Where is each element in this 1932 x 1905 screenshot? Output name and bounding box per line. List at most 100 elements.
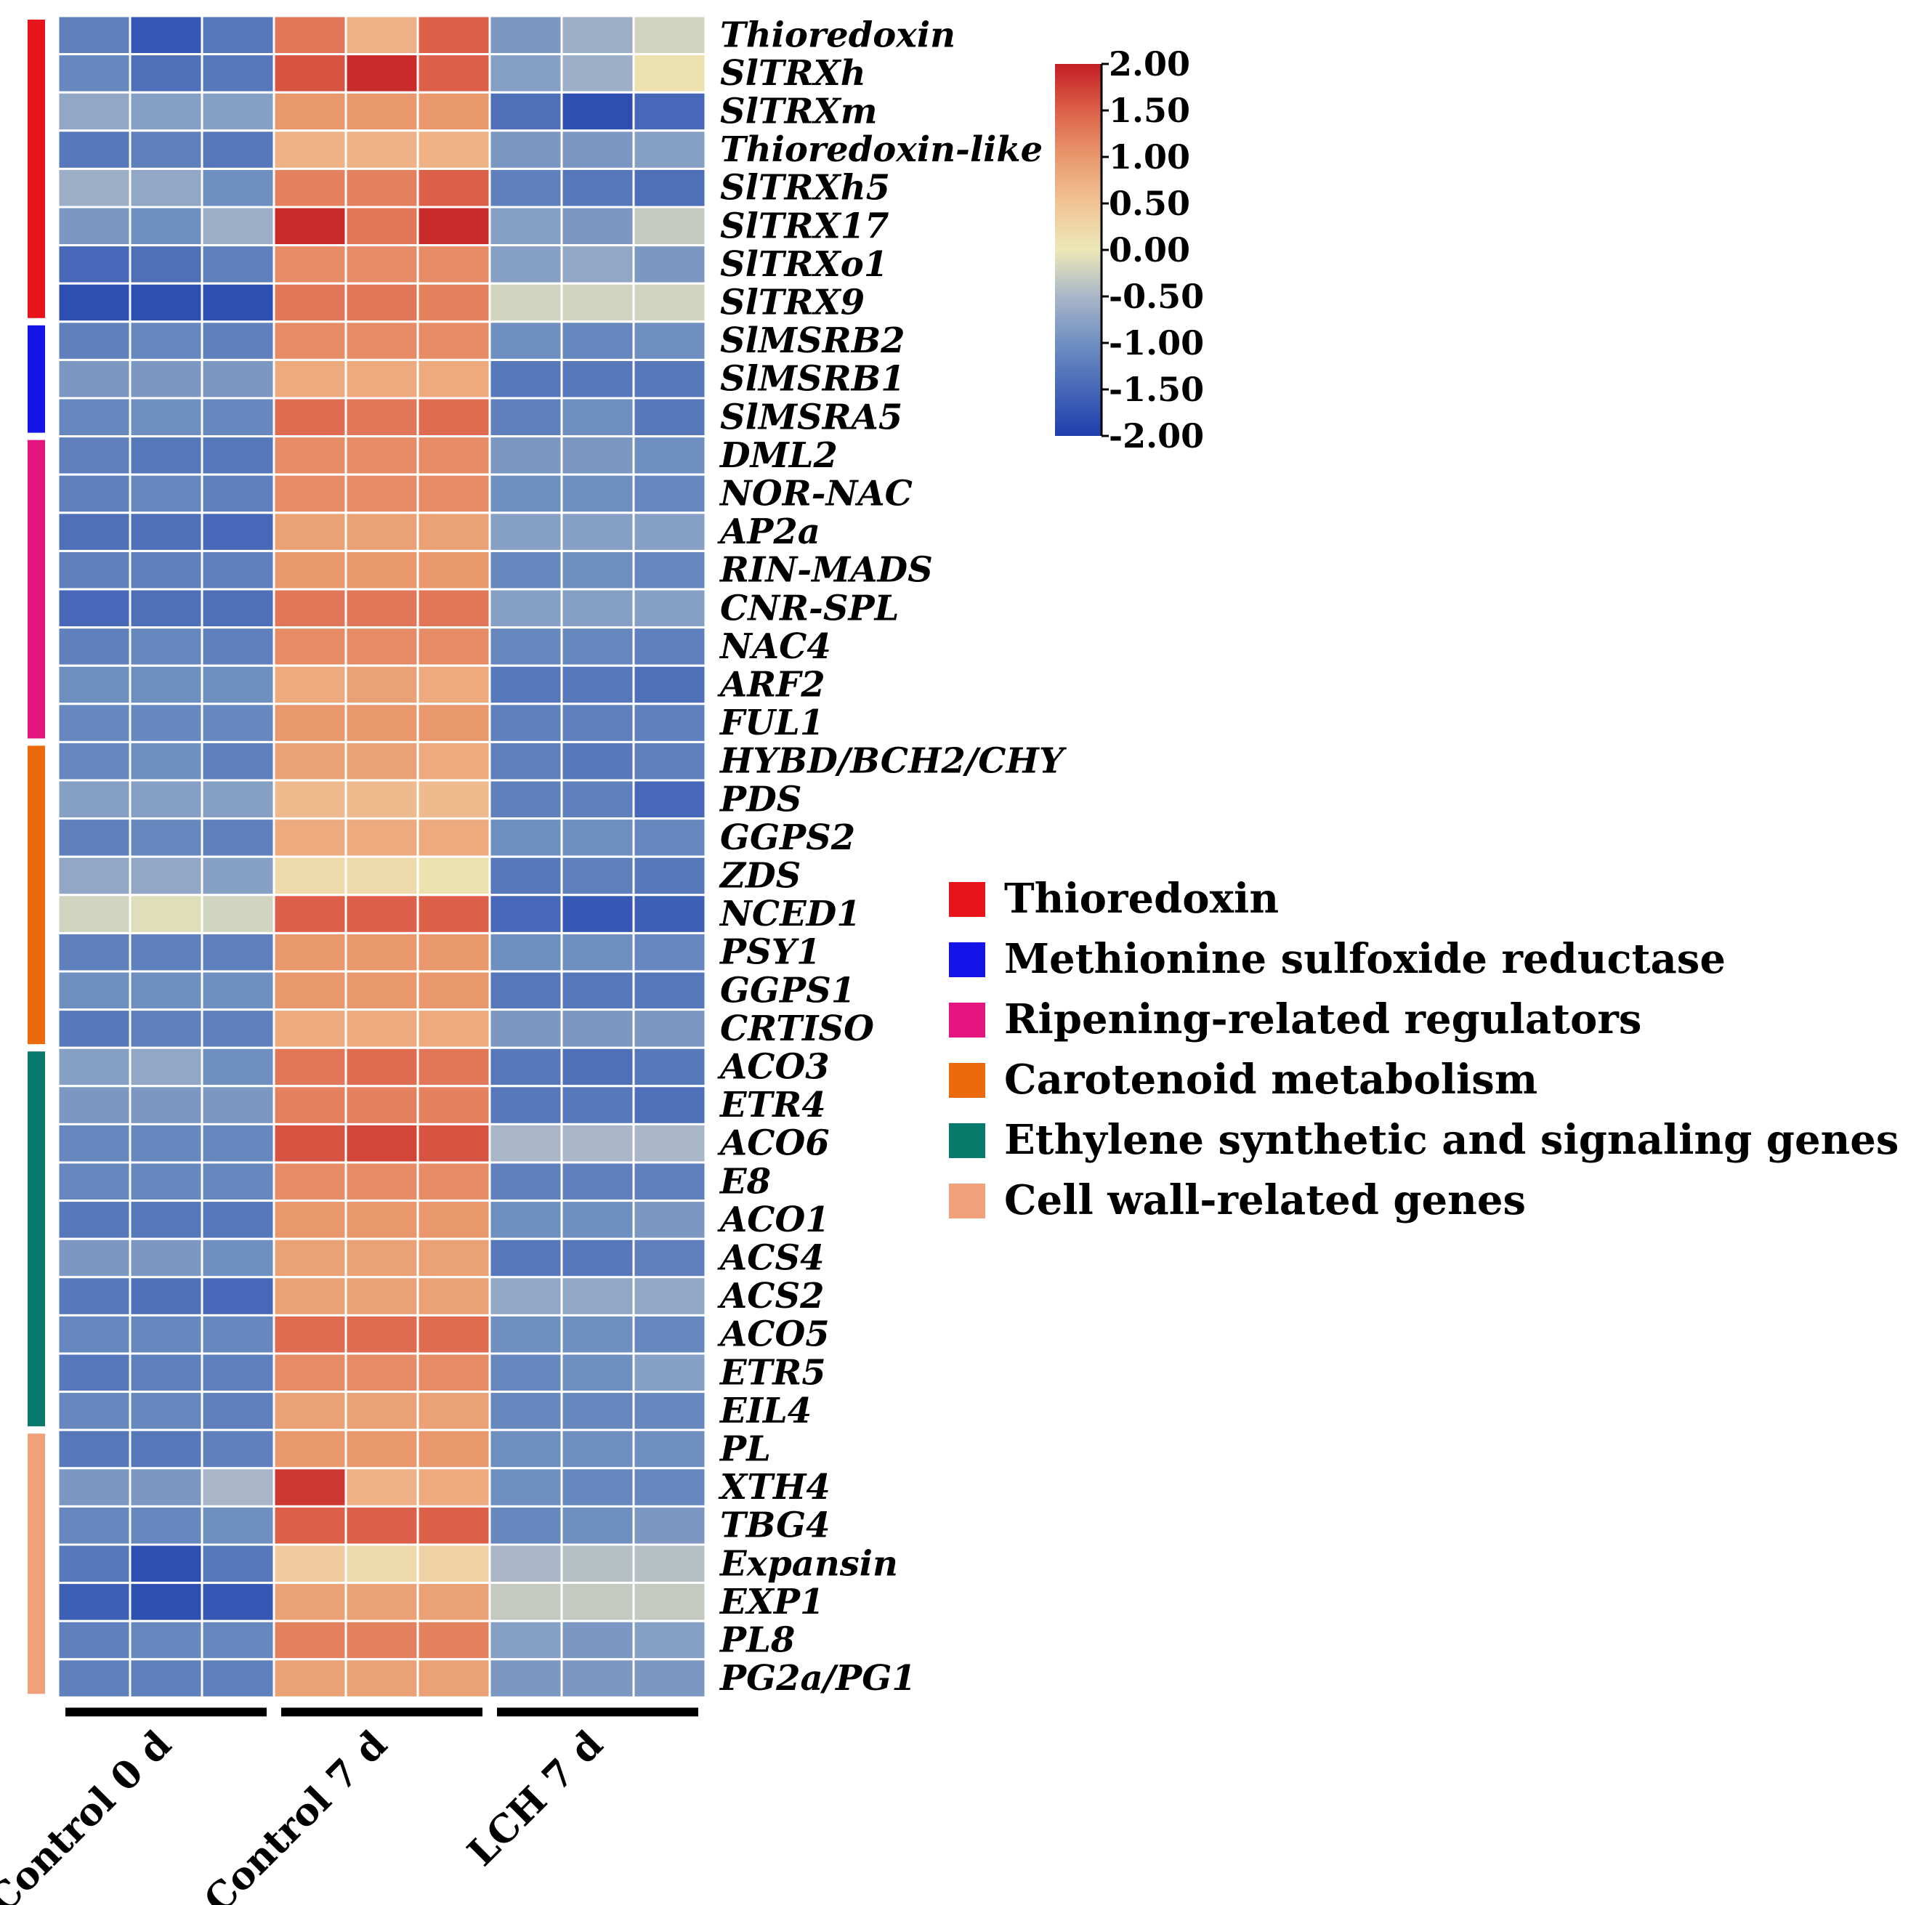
heatmap-cell — [272, 740, 347, 782]
heatmap-cell — [344, 53, 419, 94]
heatmap-cell — [129, 1619, 203, 1661]
heatmap-cell — [344, 1391, 419, 1431]
heatmap-cell — [344, 1582, 419, 1622]
heatmap-cell — [488, 91, 563, 132]
heatmap-cell — [560, 1467, 635, 1508]
heatmap-cell — [344, 1352, 419, 1394]
heatmap-cell — [488, 1352, 563, 1394]
heatmap-cell — [416, 1200, 491, 1240]
gene-label: HYBD/BCH2/CHY — [719, 741, 1067, 782]
heatmap-cell — [344, 282, 419, 323]
heatmap-cell — [344, 1467, 419, 1508]
heatmap-cell — [632, 779, 707, 820]
heatmap-cell — [632, 1352, 707, 1394]
heatmap-cell — [272, 1391, 347, 1431]
heatmap-cell — [416, 931, 491, 973]
heatmap-cell — [632, 1200, 707, 1240]
heatmap-cell — [57, 511, 132, 552]
heatmap-cell — [632, 970, 707, 1011]
heatmap-cell — [57, 206, 132, 247]
gene-label: ACO5 — [717, 1314, 830, 1355]
gene-label: EXP1 — [719, 1582, 824, 1622]
heatmap-cell — [272, 1658, 347, 1699]
heatmap-cell — [344, 1276, 419, 1316]
heatmap-cell — [488, 1428, 563, 1470]
heatmap-cell — [57, 549, 132, 591]
gene-label: DML2 — [719, 435, 838, 476]
heatmap-cell — [416, 970, 491, 1011]
heatmap-cell — [632, 358, 707, 400]
colorbar-tick-label: 0.50 — [1109, 184, 1190, 223]
heatmap-cell — [488, 15, 563, 56]
heatmap-cell — [632, 894, 707, 934]
group-axis: Control 0 d Control 7 d LCH 7 d — [0, 1707, 698, 1905]
heatmap-cell — [344, 703, 419, 743]
heatmap-cell — [416, 588, 491, 629]
heatmap-cell — [201, 206, 275, 247]
heatmap-cell — [129, 358, 203, 400]
heatmap-cell — [416, 1314, 491, 1355]
heatmap-cell — [201, 549, 275, 591]
heatmap-cell — [560, 1543, 635, 1585]
heatmap-cell — [632, 626, 707, 667]
heatmap-cell — [560, 1582, 635, 1622]
heatmap-cell — [344, 358, 419, 400]
heatmap-cell — [560, 1428, 635, 1470]
heatmap-cell — [344, 626, 419, 667]
heatmap-cell — [632, 1391, 707, 1431]
heatmap-cell — [272, 817, 347, 858]
heatmap-cell — [488, 549, 563, 591]
gene-label: Expansin — [719, 1543, 898, 1584]
heatmap-cell — [272, 167, 347, 209]
heatmap-cell — [201, 1619, 275, 1661]
gene-label: ARF2 — [717, 665, 825, 705]
heatmap-cell — [632, 206, 707, 247]
heatmap-cell — [560, 1352, 635, 1394]
heatmap-cell — [416, 320, 491, 361]
heatmap-cell — [129, 1008, 203, 1049]
heatmap-cell — [488, 1467, 563, 1508]
gene-label: ACS4 — [717, 1238, 825, 1279]
colorbar-tick-label: 0.00 — [1109, 230, 1190, 270]
heatmap-cell — [488, 1582, 563, 1622]
heatmap-cell — [201, 1505, 275, 1546]
heatmap-cell — [488, 397, 563, 438]
heatmap-cell — [560, 1085, 635, 1125]
heatmap-cell — [201, 1046, 275, 1088]
heatmap-cell — [129, 282, 203, 323]
heatmap-cell — [344, 91, 419, 132]
heatmap-cell — [488, 167, 563, 209]
heatmap-cell — [416, 53, 491, 94]
group-label: Control 0 d — [0, 1722, 180, 1905]
heatmap-cell — [632, 703, 707, 743]
heatmap-cell — [416, 626, 491, 667]
heatmap-cell — [57, 397, 132, 438]
heatmap-cell — [488, 1505, 563, 1546]
heatmap-cell — [129, 1200, 203, 1240]
heatmap-cell — [488, 1314, 563, 1355]
heatmap-cell — [488, 1046, 563, 1088]
heatmap-cell — [560, 970, 635, 1011]
heatmap-cell — [416, 1123, 491, 1164]
heatmap-cell — [201, 664, 275, 705]
heatmap-cells — [57, 15, 707, 1699]
heatmap-cell — [416, 1582, 491, 1622]
heatmap-cell — [560, 206, 635, 247]
heatmap-cell — [560, 855, 635, 897]
heatmap-cell — [416, 129, 491, 170]
legend-swatch — [949, 1123, 985, 1158]
heatmap-cell — [416, 817, 491, 858]
heatmap-cell — [57, 1428, 132, 1470]
heatmap-cell — [488, 1391, 563, 1431]
heatmap-cell — [201, 435, 275, 476]
heatmap-cell — [57, 703, 132, 743]
heatmap-cell — [488, 511, 563, 552]
heatmap-cell — [129, 931, 203, 973]
heatmap-cell — [129, 129, 203, 170]
heatmap-cell — [632, 1123, 707, 1164]
heatmap-cell — [57, 740, 132, 782]
heatmap-cell — [201, 282, 275, 323]
heatmap-cell — [560, 664, 635, 705]
gene-label: PL — [719, 1429, 771, 1470]
